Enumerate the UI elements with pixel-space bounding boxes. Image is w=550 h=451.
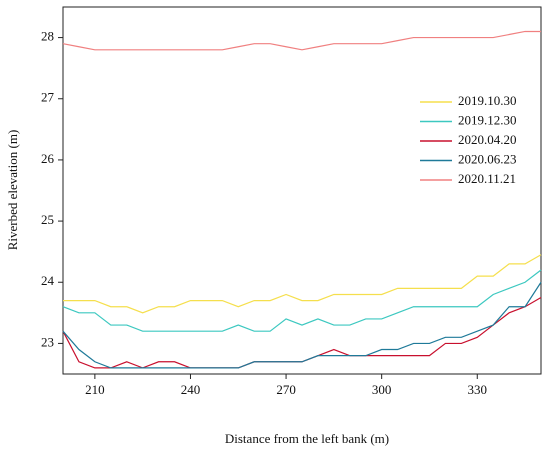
x-tick-label: 330 — [468, 382, 488, 397]
x-tick-label: 210 — [85, 382, 105, 397]
y-tick-label: 28 — [41, 29, 54, 44]
data-line — [62, 297, 542, 369]
y-tick-label: 23 — [41, 334, 54, 349]
data-line — [62, 269, 542, 332]
data-line — [62, 30, 541, 51]
legend-label: 2020.06.23 — [458, 151, 517, 166]
x-tick-label: 270 — [276, 382, 296, 397]
x-tick-label: 240 — [181, 382, 201, 397]
y-tick-label: 26 — [41, 151, 55, 166]
y-tick-label: 25 — [41, 212, 54, 227]
legend-label: 2019.10.30 — [458, 93, 517, 108]
legend-label: 2020.11.21 — [458, 171, 516, 186]
legend-label: 2019.12.30 — [458, 112, 517, 127]
x-tick-label: 300 — [372, 382, 392, 397]
plot-frame — [62, 6, 542, 375]
data-line — [63, 254, 542, 314]
legend-label: 2020.04.20 — [458, 132, 517, 147]
y-tick-label: 24 — [41, 273, 55, 288]
y-axis-label: Riverbed elevation (m) — [5, 130, 20, 251]
y-tick-label: 27 — [41, 90, 55, 105]
data-line — [62, 281, 542, 369]
x-axis-label: Distance from the left bank (m) — [225, 431, 389, 446]
